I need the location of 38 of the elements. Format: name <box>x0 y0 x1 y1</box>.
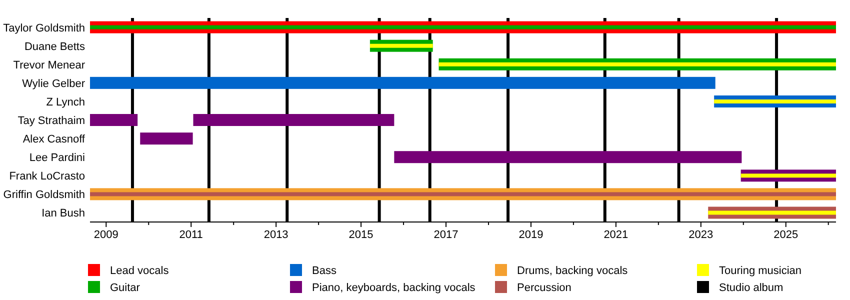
x-tick-label: 2021 <box>604 229 628 241</box>
y-tick-label: Tay Strathaim <box>18 115 85 127</box>
y-tick-label: Griffin Goldsmith <box>3 189 85 202</box>
bar <box>394 151 742 164</box>
y-tick-label: Taylor Goldsmith <box>3 22 85 34</box>
x-tick-label: 2017 <box>434 229 458 241</box>
y-tick-label: Alex Casnoff <box>22 134 86 146</box>
bar <box>193 114 394 126</box>
x-tick-label: 2009 <box>94 229 118 241</box>
bar <box>740 174 836 178</box>
x-tick-label: 2023 <box>688 229 714 241</box>
bar <box>140 132 193 145</box>
y-tick-label: Ian Bush <box>42 208 85 220</box>
x-tick-label: 2025 <box>774 229 798 241</box>
legend-label: Bass <box>312 265 337 277</box>
x-tick-label: 2015 <box>348 229 374 241</box>
bar <box>90 114 138 126</box>
legend-label: Studio album <box>719 282 784 294</box>
legend-label: Piano, keyboards, backing vocals <box>312 282 476 294</box>
legend-label: Guitar <box>110 282 140 294</box>
bar <box>438 62 836 66</box>
x-tick-label: 2019 <box>518 229 544 241</box>
y-tick-label: Z Lynch <box>46 96 85 108</box>
x-tick-label: 2011 <box>179 229 203 241</box>
bar <box>714 99 836 104</box>
bar <box>370 44 433 48</box>
y-tick-label: Duane Betts <box>24 40 86 53</box>
y-tick-label: Lee Pardini <box>29 152 85 164</box>
y-tick-label: Trevor Menear <box>13 59 86 72</box>
y-tick-label: Frank LoCrasto <box>9 170 85 183</box>
legend-label: Percussion <box>517 282 572 294</box>
legend-label: Touring musician <box>719 265 802 277</box>
legend-label: Lead vocals <box>110 265 170 277</box>
x-tick-label: 2013 <box>264 229 288 241</box>
bar <box>90 76 716 89</box>
legend-label: Drums, backing vocals <box>517 265 628 277</box>
bar <box>708 210 836 215</box>
y-tick-label: Wylie Gelber <box>22 78 86 90</box>
